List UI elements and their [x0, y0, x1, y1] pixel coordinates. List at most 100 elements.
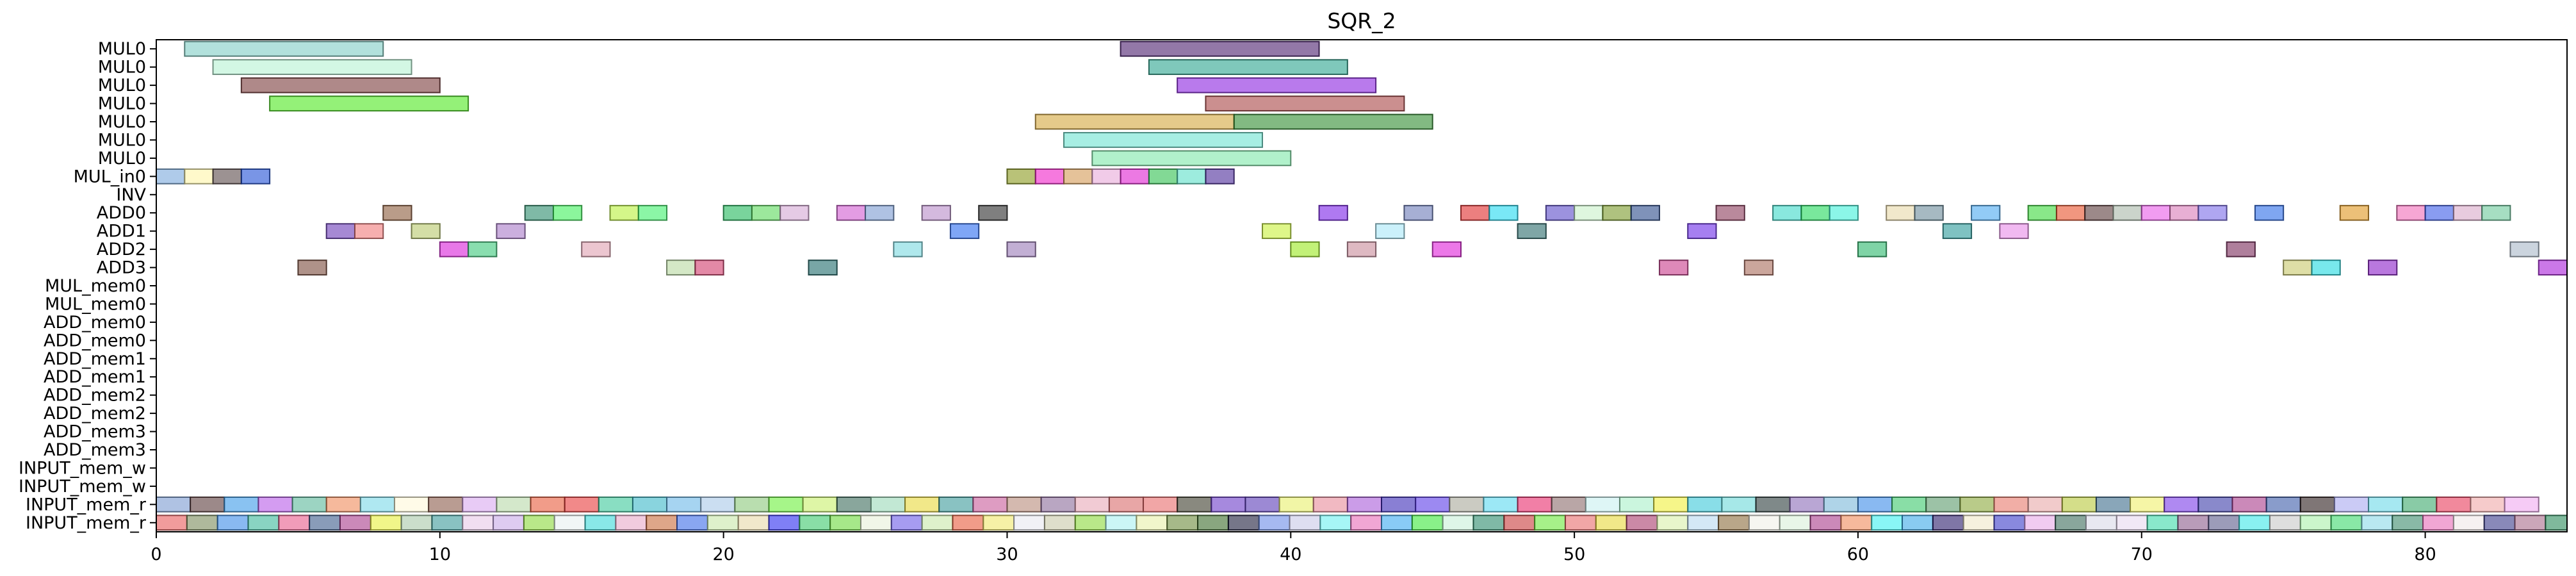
input-read-bar — [904, 496, 940, 513]
input-read-bar — [339, 514, 371, 531]
input-read-bar — [1687, 514, 1720, 531]
input-read-bar — [2299, 496, 2335, 513]
y-tick-label: MUL_mem0 — [45, 294, 146, 314]
input-read-bar — [1483, 496, 1519, 513]
input-read-bar — [1748, 514, 1781, 531]
input-read-bar — [1105, 514, 1137, 531]
y-tick-label: ADD_mem2 — [44, 386, 146, 406]
chart-title: SQR_2 — [1327, 8, 1396, 33]
input-read-bar — [278, 514, 311, 531]
input-read-bar — [1074, 514, 1107, 531]
input-read-bar — [972, 496, 1008, 513]
input-read-bar — [2514, 514, 2547, 531]
input-read-bar — [2146, 514, 2179, 531]
task-bar — [1772, 204, 1802, 221]
input-read-bar — [2265, 496, 2301, 513]
input-read-bar — [2470, 496, 2506, 513]
input-read-bar — [1959, 496, 1995, 513]
input-read-bar — [496, 496, 532, 513]
y-tick-label: MUL0 — [98, 76, 146, 95]
task-bar — [1403, 204, 1433, 221]
task-bar — [2027, 204, 2057, 221]
y-tick-label: ADD_mem3 — [44, 440, 146, 460]
y-tick-label: INPUT_mem_r — [26, 495, 147, 514]
task-bar — [1715, 204, 1745, 221]
input-read-bar — [1006, 496, 1042, 513]
input-read-bar — [2483, 514, 2516, 531]
y-tick-label: MUL_in0 — [74, 167, 146, 186]
task-bar — [1999, 223, 2029, 240]
task-bar — [1886, 204, 1916, 221]
input-read-bar — [1809, 514, 1842, 531]
input-read-bar — [1857, 496, 1893, 513]
input-read-bar — [799, 514, 831, 531]
input-read-bar — [1626, 514, 1658, 531]
task-bar — [1800, 204, 1830, 221]
input-read-bar — [734, 496, 770, 513]
input-read-bar — [247, 514, 280, 531]
input-read-bar — [1925, 496, 1961, 513]
task-bar — [382, 204, 412, 221]
task-bar — [1148, 59, 1348, 76]
input-read-bar — [156, 496, 192, 513]
x-tick-label: 30 — [996, 545, 1018, 564]
y-tick-label: ADD_mem3 — [44, 422, 146, 442]
input-read-bar — [186, 514, 218, 531]
y-tick-label: MUL0 — [98, 39, 146, 59]
input-read-bar — [1871, 514, 1903, 531]
input-read-bar — [1197, 514, 1229, 531]
input-read-bar — [1503, 514, 1536, 531]
input-read-bar — [676, 514, 708, 531]
task-bar — [411, 223, 441, 240]
input-read-bar — [1442, 514, 1474, 531]
input-read-bar — [584, 514, 617, 531]
input-read-bar — [860, 514, 892, 531]
input-read-bar — [564, 496, 599, 513]
input-read-bar — [768, 496, 804, 513]
task-bar — [1857, 241, 1887, 258]
x-tick-label: 60 — [1847, 545, 1869, 564]
input-read-bar — [393, 496, 430, 513]
task-bar — [978, 204, 1008, 221]
input-read-bar — [921, 514, 954, 531]
y-tick-label: ADD3 — [97, 258, 146, 278]
input-read-bar — [156, 514, 188, 531]
bar-layer — [156, 40, 2568, 531]
task-bar — [779, 204, 810, 221]
y-tick-layer: MUL0MUL0MUL0MUL0MUL0MUL0MUL0MUL_in0INVAD… — [19, 39, 156, 533]
input-read-bar — [1346, 496, 1382, 513]
input-read-bar — [1211, 496, 1246, 513]
task-bar — [2424, 204, 2454, 221]
x-tick-label: 50 — [1563, 545, 1585, 564]
task-bar — [1431, 241, 1462, 258]
y-tick-label: MUL_mem0 — [45, 276, 146, 296]
input-read-bar — [1415, 496, 1451, 513]
task-bar — [240, 168, 271, 185]
task-bar — [240, 77, 441, 94]
task-bar — [1262, 223, 1292, 240]
input-read-bar — [2024, 514, 2057, 531]
task-bar — [1205, 168, 1235, 185]
task-bar — [2396, 204, 2426, 221]
task-bar — [1658, 259, 1689, 276]
task-bar — [1120, 168, 1150, 185]
task-bar — [637, 204, 668, 221]
input-read-bar — [1534, 514, 1566, 531]
input-read-bar — [700, 496, 736, 513]
input-read-bar — [1472, 514, 1505, 531]
input-read-bar — [1108, 496, 1145, 513]
task-bar — [269, 95, 469, 111]
input-read-bar — [632, 496, 668, 513]
input-read-bar — [370, 514, 402, 531]
input-read-bar — [2269, 514, 2301, 531]
input-read-bar — [2238, 514, 2270, 531]
task-bar — [2254, 204, 2285, 221]
task-bar — [2452, 204, 2483, 221]
input-read-bar — [1258, 514, 1291, 531]
task-bar — [1177, 168, 1207, 185]
task-bar — [1460, 204, 1490, 221]
input-read-bar — [802, 496, 838, 513]
task-bar — [722, 204, 753, 221]
task-bar — [1006, 241, 1036, 258]
input-read-bar — [615, 514, 648, 531]
